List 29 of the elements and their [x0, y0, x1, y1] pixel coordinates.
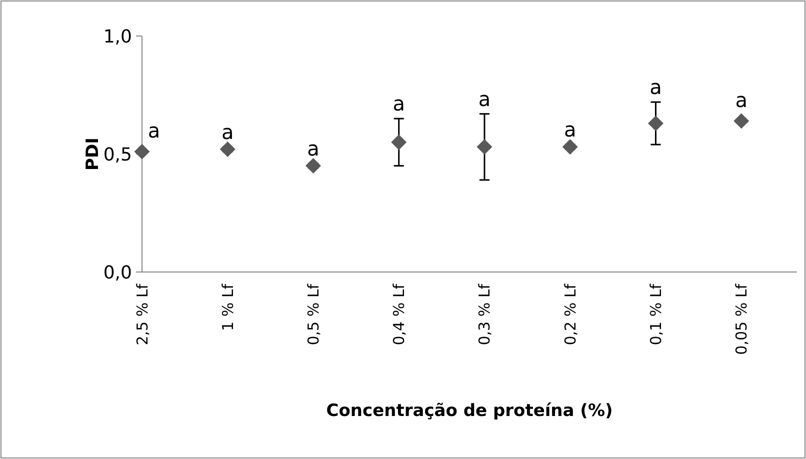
x-tick-label: 0,05 % Lf	[732, 283, 751, 355]
annotation: a	[148, 118, 160, 143]
annotation: a	[650, 75, 662, 100]
point	[134, 144, 150, 160]
x-tick-label: 1 % Lf	[218, 283, 237, 331]
point	[220, 142, 236, 158]
point	[391, 134, 407, 150]
x-tick-label: 0,4 % Lf	[390, 283, 408, 346]
x-tick-label: 0,2 % Lf	[561, 283, 580, 346]
y-tick-label: 1,0	[103, 26, 132, 48]
x-axis-title: Concentração de proteína (%)	[326, 401, 613, 421]
point	[305, 158, 321, 174]
annotation: a	[221, 120, 234, 144]
y-tick-label: 0,0	[103, 262, 132, 284]
x-tick-label: 0,1 % Lf	[646, 283, 665, 346]
x-tick-label: 2,5 % Lf	[133, 283, 152, 346]
annotation: a	[307, 136, 320, 160]
x-tick-label: 0,3 % Lf	[476, 283, 494, 346]
point	[476, 139, 492, 155]
x-tick-label: 0,5 % Lf	[304, 283, 322, 346]
point	[562, 139, 578, 155]
annotation: a	[735, 88, 748, 112]
point	[734, 113, 750, 129]
y-axis-title: PDI	[83, 138, 103, 170]
point	[648, 116, 664, 132]
y-tick-label: 0,5	[103, 144, 132, 166]
annotation: a	[392, 92, 405, 116]
annotation: a	[564, 118, 576, 142]
annotation: a	[478, 86, 491, 111]
